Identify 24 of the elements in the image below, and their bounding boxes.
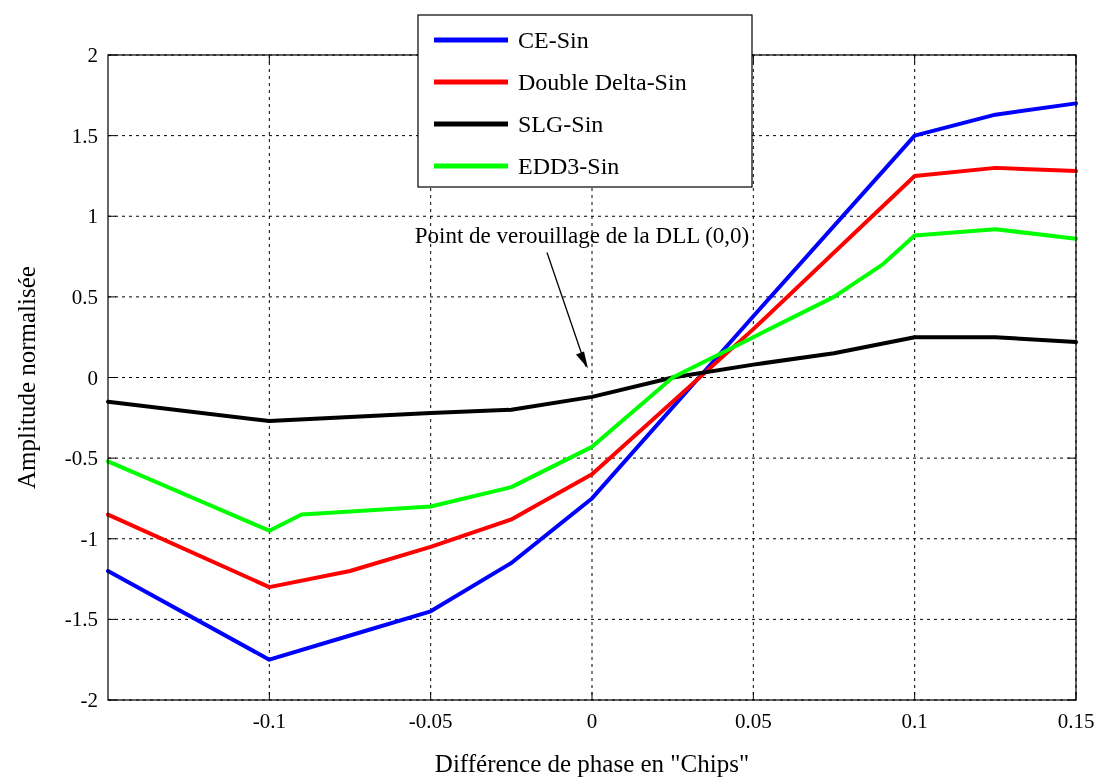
- x-tick-label: -0.05: [408, 709, 453, 733]
- line-series: [106, 101, 1078, 662]
- legend-label: EDD3-Sin: [518, 153, 620, 179]
- y-tick-label: 1.5: [71, 123, 98, 148]
- y-tick-label: -1: [80, 526, 98, 551]
- legend-label: CE-Sin: [518, 27, 589, 53]
- line-series: [106, 227, 1078, 533]
- x-tick-label: 0: [586, 709, 598, 733]
- y-tick-label: -2: [80, 688, 98, 712]
- x-axis-title: Différence de phase en "Chips": [434, 750, 750, 777]
- y-tick-label: -1.5: [64, 607, 98, 632]
- legend-label: Double Delta-Sin: [518, 69, 687, 95]
- x-tick-label: 0.15: [1057, 709, 1095, 733]
- legend-label: SLG-Sin: [518, 111, 604, 137]
- y-tick-label: 0: [87, 365, 98, 390]
- y-tick-label: 0.5: [71, 284, 98, 309]
- y-axis-title: Amplitude normalisée: [13, 266, 40, 489]
- y-tick-label: 2: [87, 43, 98, 67]
- y-tick-label: -0.5: [64, 446, 98, 471]
- annotation: Point de verouillage de la DLL (0,0): [414, 222, 750, 248]
- x-tick-label: 0.1: [901, 709, 928, 733]
- x-tick-label: 0.05: [734, 709, 772, 733]
- y-tick-label: 1: [87, 204, 98, 229]
- x-tick-label: -0.1: [252, 709, 286, 733]
